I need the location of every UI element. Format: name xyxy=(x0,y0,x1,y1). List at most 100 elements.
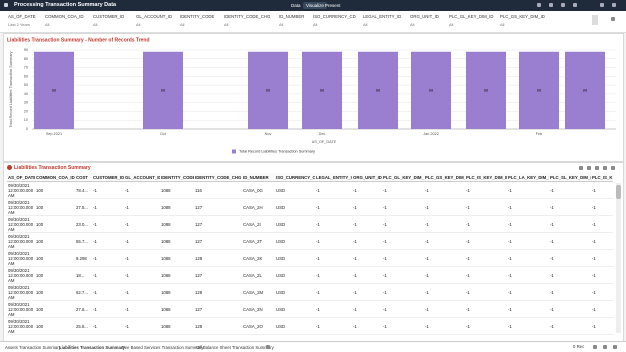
table-cell: USD xyxy=(275,300,315,318)
column-header[interactable]: COMMON_COA_ID xyxy=(35,173,75,182)
header-row: AS_OF_DATE COMMON_COA_ID COST CUSTOMER_ID GL… xyxy=(7,173,613,182)
table-cell: 127 xyxy=(194,198,242,216)
filter-settings[interactable] xyxy=(611,17,615,21)
sheet-tab[interactable]: Assets Transaction Summary xyxy=(5,345,61,350)
sheet-tab[interactable]: Fee Based Services Transaction Summary xyxy=(122,345,204,350)
column-header[interactable]: GL_ACCOUNT_ID xyxy=(124,173,160,182)
top-bar: Processing Transaction Summary Data Data… xyxy=(0,0,626,11)
column-header[interactable]: CUSTOMER_ID xyxy=(92,173,124,182)
table-cell: -1 xyxy=(591,249,613,267)
refresh-icon[interactable] xyxy=(561,3,565,7)
table-cell: 18... xyxy=(75,266,92,284)
table-cell: -1 xyxy=(124,215,160,233)
table-tool[interactable] xyxy=(611,166,615,170)
bar xyxy=(248,51,288,129)
table-cell: -1 xyxy=(549,215,591,233)
column-header[interactable]: IDENTITY_CODE_CHG xyxy=(194,173,242,182)
filter[interactable]: AS_OF_DATE Last 2 Years xyxy=(8,14,36,27)
table-cell: CASA_2L xyxy=(242,266,275,284)
legend-swatch[interactable] xyxy=(232,149,236,154)
filter-label: COMMON_COA_ID xyxy=(45,14,84,19)
table-cell: -1 xyxy=(382,232,424,250)
filter[interactable]: ISO_CURRENCY_CD All xyxy=(313,14,356,27)
bottom-tool[interactable] xyxy=(593,345,597,349)
table-cell: -1 xyxy=(315,232,352,250)
filter[interactable]: COMMON_COA_ID All xyxy=(45,14,83,27)
table-cell: 25.8... xyxy=(75,317,92,335)
column-header[interactable]: COST xyxy=(75,173,92,182)
table-cell: 27.5... xyxy=(75,198,92,216)
table-cell: 1088 xyxy=(160,317,194,335)
view-tab[interactable]: Data xyxy=(291,3,301,8)
filter[interactable]: IDENTITY_CODE All xyxy=(180,14,214,27)
filter[interactable]: CUSTOMER_ID All xyxy=(93,14,124,27)
table-cell: -1 xyxy=(549,249,591,267)
view-tab[interactable]: Present xyxy=(325,3,341,8)
table-cell: 127 xyxy=(194,266,242,284)
record-count: 0 Rec xyxy=(573,344,585,349)
filter[interactable]: PLC_GS_KEY_DIM_ID All xyxy=(500,14,545,27)
column-header[interactable]: PLC_IS_K xyxy=(591,173,613,182)
save-icon[interactable] xyxy=(573,3,577,7)
filter-value: All xyxy=(136,22,141,27)
add-tab[interactable] xyxy=(266,345,270,349)
bottom-tool[interactable] xyxy=(603,345,607,349)
x-tick-label: Nov xyxy=(265,132,272,136)
column-header[interactable]: PLC_SL_KEY_DIM_ID xyxy=(549,173,591,182)
column-header[interactable]: ISO_CURRENCY_CD xyxy=(275,173,315,182)
filter[interactable]: ID_NUMBER All xyxy=(279,14,304,27)
filter-scroll[interactable] xyxy=(592,15,598,25)
table-tool[interactable] xyxy=(603,166,607,170)
table-cell: USD xyxy=(275,198,315,216)
table-cell: -1 xyxy=(549,181,591,199)
y-tick-label: 70 xyxy=(24,66,28,70)
filter[interactable]: PLC_GL_KEY_DIM_ID All xyxy=(449,14,493,27)
more-icon[interactable] xyxy=(612,3,616,7)
sheet-tab[interactable]: Liabilities Transaction Summary xyxy=(56,344,128,352)
menu-icon[interactable] xyxy=(4,3,8,7)
column-header[interactable]: AS_OF_DATE xyxy=(7,173,35,182)
table-cell: 100 xyxy=(35,232,75,250)
filter[interactable]: LEGAL_ENTITY_ID All xyxy=(363,14,401,27)
sheet-tab[interactable]: Off Balance Sheet Transaction Summary xyxy=(196,345,274,350)
table-cell: -1 xyxy=(124,249,160,267)
user-icon[interactable] xyxy=(600,3,604,7)
column-header[interactable]: LEGAL_ENTITY_ID xyxy=(315,173,352,182)
table-tool[interactable] xyxy=(579,166,583,170)
undo-icon[interactable] xyxy=(537,3,541,7)
table-row: 09/30/2021 12:00:00.000 AM 100 23.0... -1 -1… xyxy=(7,215,613,233)
table-body: 09/30/2021 12:00:00.000 AM 100 78.4... -1 -1… xyxy=(7,181,613,335)
filter[interactable]: GL_ACCOUNT_ID All xyxy=(136,14,172,27)
table-cell: 1088 xyxy=(160,300,194,318)
filter-value: All xyxy=(93,22,98,27)
column-header[interactable]: PLC_IS_KEY_DIM_ID xyxy=(465,173,507,182)
filter[interactable]: IDENTITY_CODE_CHG All xyxy=(224,14,270,27)
column-header[interactable]: IDENTITY_CODE xyxy=(160,173,194,182)
table-cell: -1 xyxy=(92,266,124,284)
table-tool[interactable] xyxy=(595,166,599,170)
column-header[interactable]: PLC_LA_KEY_DIM_ID xyxy=(507,173,549,182)
table-cell: -1 xyxy=(591,266,613,284)
bottom-tool[interactable] xyxy=(613,345,617,349)
table-row: 09/30/2021 12:00:00.000 AM 100 9.298 -1 -1 10… xyxy=(7,249,613,267)
view-tab[interactable]: Visualize xyxy=(303,2,327,9)
table-cell: -1 xyxy=(465,266,507,284)
filter[interactable]: ORG_UNIT_ID All xyxy=(410,14,439,27)
table-cell: -1 xyxy=(382,249,424,267)
column-header[interactable]: PLC_GL_KEY_DIM_ID xyxy=(382,173,424,182)
y-tick-label: 10 xyxy=(24,118,28,122)
table-tool[interactable] xyxy=(587,166,591,170)
table-row: 09/30/2021 12:00:00.000 AM 100 27.5... -1 -1… xyxy=(7,198,613,216)
bar xyxy=(565,51,605,129)
bar xyxy=(143,51,183,129)
table-cell: -1 xyxy=(352,249,382,267)
table-cell: 1088 xyxy=(160,215,194,233)
y-axis-label: Total Record Liabilities Transaction Sum… xyxy=(9,51,13,127)
scroll-thumb[interactable] xyxy=(616,185,621,199)
redo-icon[interactable] xyxy=(549,3,553,7)
column-header[interactable]: ORG_UNIT_ID xyxy=(352,173,382,182)
scrollbar[interactable] xyxy=(616,183,621,333)
column-header[interactable]: ID_NUMBER xyxy=(242,173,275,182)
filter-value: All xyxy=(45,22,50,27)
column-header[interactable]: PLC_GS_KEY_DIM_ID xyxy=(424,173,465,182)
